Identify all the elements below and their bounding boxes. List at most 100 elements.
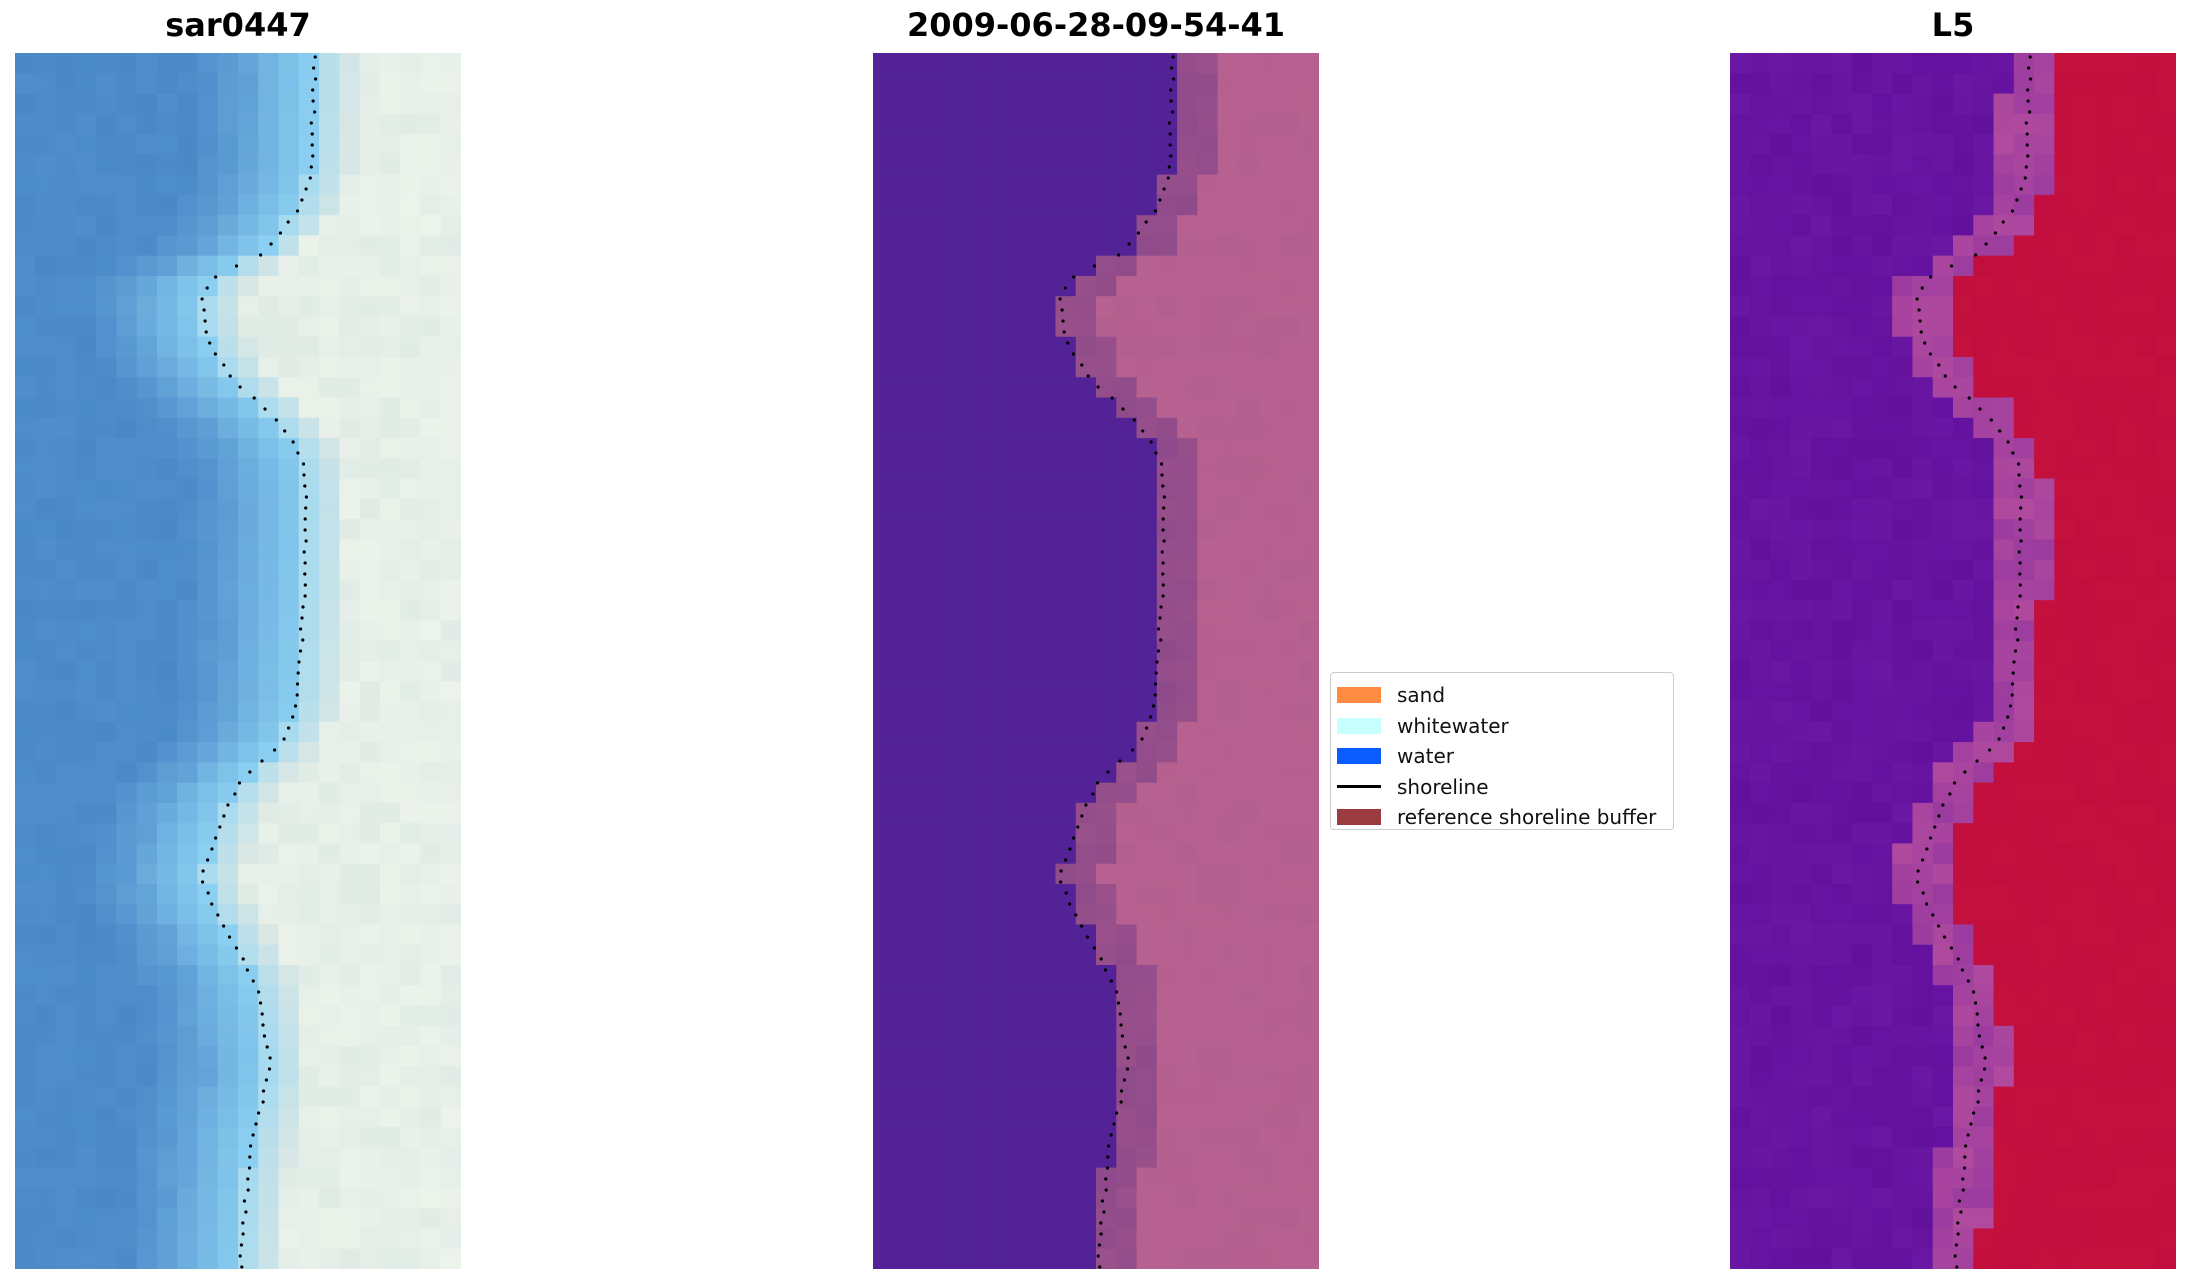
image-pixel <box>1096 194 1117 216</box>
image-pixel <box>278 600 300 622</box>
shoreline-point <box>1104 1177 1108 1181</box>
image-pixel <box>156 519 178 540</box>
image-pixel <box>1075 539 1097 561</box>
image-pixel <box>1831 640 1853 662</box>
shoreline-point <box>2025 143 2029 147</box>
image-pixel <box>1973 1086 1995 1108</box>
image-pixel <box>873 1025 894 1047</box>
image-pixel <box>35 681 57 703</box>
shoreline-point <box>213 352 217 356</box>
image-pixel <box>1298 1127 1319 1148</box>
image-pixel <box>1811 255 1832 277</box>
image-pixel <box>1790 802 1812 824</box>
image-pixel <box>1790 579 1812 601</box>
shoreline-point <box>308 176 312 180</box>
image-pixel <box>974 1248 996 1269</box>
image-pixel <box>913 235 935 257</box>
image-pixel <box>1197 275 1219 297</box>
image-pixel <box>15 883 36 905</box>
image-pixel <box>2155 478 2176 500</box>
image-pixel <box>136 1046 158 1067</box>
image-pixel <box>933 255 955 277</box>
shoreline-point <box>222 814 226 818</box>
image-pixel <box>974 600 996 622</box>
image-pixel <box>75 985 97 1007</box>
image-pixel <box>1730 438 1751 459</box>
image-pixel <box>1730 823 1751 844</box>
image-pixel <box>1116 73 1138 95</box>
image-pixel <box>1912 438 1934 459</box>
shoreline-point <box>2019 495 2023 499</box>
image-pixel <box>298 438 320 459</box>
image-pixel <box>1811 985 1832 1007</box>
image-pixel <box>258 640 280 662</box>
shoreline-point <box>1160 550 1164 554</box>
image-pixel <box>238 215 259 236</box>
image-pixel <box>873 1106 894 1128</box>
image-pixel <box>1156 1208 1178 1230</box>
image-pixel <box>1116 1066 1138 1088</box>
image-pixel <box>1993 519 2015 540</box>
image-pixel <box>2135 965 2157 986</box>
image-pixel <box>1258 559 1280 581</box>
image-pixel <box>1156 1228 1178 1250</box>
image-pixel <box>96 985 117 1007</box>
image-pixel <box>35 600 57 622</box>
image-pixel <box>1851 762 1873 784</box>
image-pixel <box>1730 519 1751 540</box>
image-pixel <box>873 53 894 74</box>
image-pixel <box>136 559 158 581</box>
image-pixel <box>298 600 320 622</box>
image-pixel <box>2155 721 2176 743</box>
image-pixel <box>2135 904 2157 926</box>
rgb-image-panel <box>15 53 461 1269</box>
image-pixel <box>1136 1086 1158 1108</box>
image-pixel <box>1035 1005 1057 1027</box>
image-pixel <box>75 843 97 865</box>
shoreline-point <box>1942 935 1947 939</box>
image-pixel <box>873 134 894 155</box>
image-pixel <box>319 417 340 439</box>
shoreline-point <box>1976 1023 1980 1027</box>
shoreline-point <box>1162 495 1166 499</box>
image-pixel <box>1871 843 1893 865</box>
image-pixel <box>1014 1066 1036 1088</box>
image-pixel <box>1217 93 1239 115</box>
image-pixel <box>1156 255 1178 277</box>
image-pixel <box>2054 235 2076 257</box>
image-pixel <box>1912 681 1934 703</box>
rgb-satellite-image <box>15 53 461 1269</box>
image-pixel <box>75 1167 97 1189</box>
image-pixel <box>1075 73 1097 95</box>
image-pixel <box>1278 154 1300 176</box>
image-pixel <box>1993 275 2015 297</box>
image-pixel <box>217 883 239 905</box>
image-pixel <box>1197 904 1219 926</box>
image-pixel <box>2074 640 2096 662</box>
image-pixel <box>1730 397 1751 419</box>
image-pixel <box>136 113 158 135</box>
image-pixel <box>974 417 996 439</box>
shoreline-point <box>1937 363 1941 367</box>
shoreline-point <box>1058 297 1062 301</box>
image-pixel <box>1055 255 1077 277</box>
image-pixel <box>359 1005 381 1027</box>
image-pixel <box>400 336 422 358</box>
image-pixel <box>1851 1066 1873 1088</box>
image-pixel <box>1993 194 2015 216</box>
image-pixel <box>2034 823 2055 844</box>
image-pixel <box>197 154 219 176</box>
image-pixel <box>913 316 935 338</box>
image-pixel <box>238 742 259 763</box>
image-pixel <box>55 661 77 682</box>
image-pixel <box>359 397 381 419</box>
image-pixel <box>298 93 320 115</box>
image-pixel <box>116 620 138 642</box>
image-pixel <box>2155 843 2176 865</box>
shoreline-point <box>267 1067 272 1071</box>
image-pixel <box>2155 255 2176 277</box>
image-pixel <box>1871 863 1893 885</box>
image-pixel <box>1912 194 1934 216</box>
image-pixel <box>1258 519 1280 540</box>
image-pixel <box>1278 681 1300 703</box>
